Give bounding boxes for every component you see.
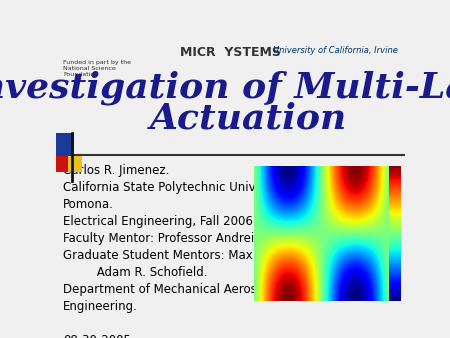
Text: Actuation: Actuation xyxy=(149,102,346,136)
Bar xyxy=(56,156,68,172)
Text: MICR  YSTEMS: MICR YSTEMS xyxy=(180,46,281,59)
Text: Carlos R. Jimenez.
California State Polytechnic University,
Pomona.
Electrical E: Carlos R. Jimenez. California State Poly… xyxy=(63,164,294,338)
Bar xyxy=(56,133,74,156)
Text: Funded in part by the
National Science
Foundation: Funded in part by the National Science F… xyxy=(63,60,131,77)
Text: University of California, Irvine: University of California, Irvine xyxy=(273,46,398,55)
Text: Investigation of Multi-Layer: Investigation of Multi-Layer xyxy=(0,70,450,105)
Bar xyxy=(68,156,82,172)
